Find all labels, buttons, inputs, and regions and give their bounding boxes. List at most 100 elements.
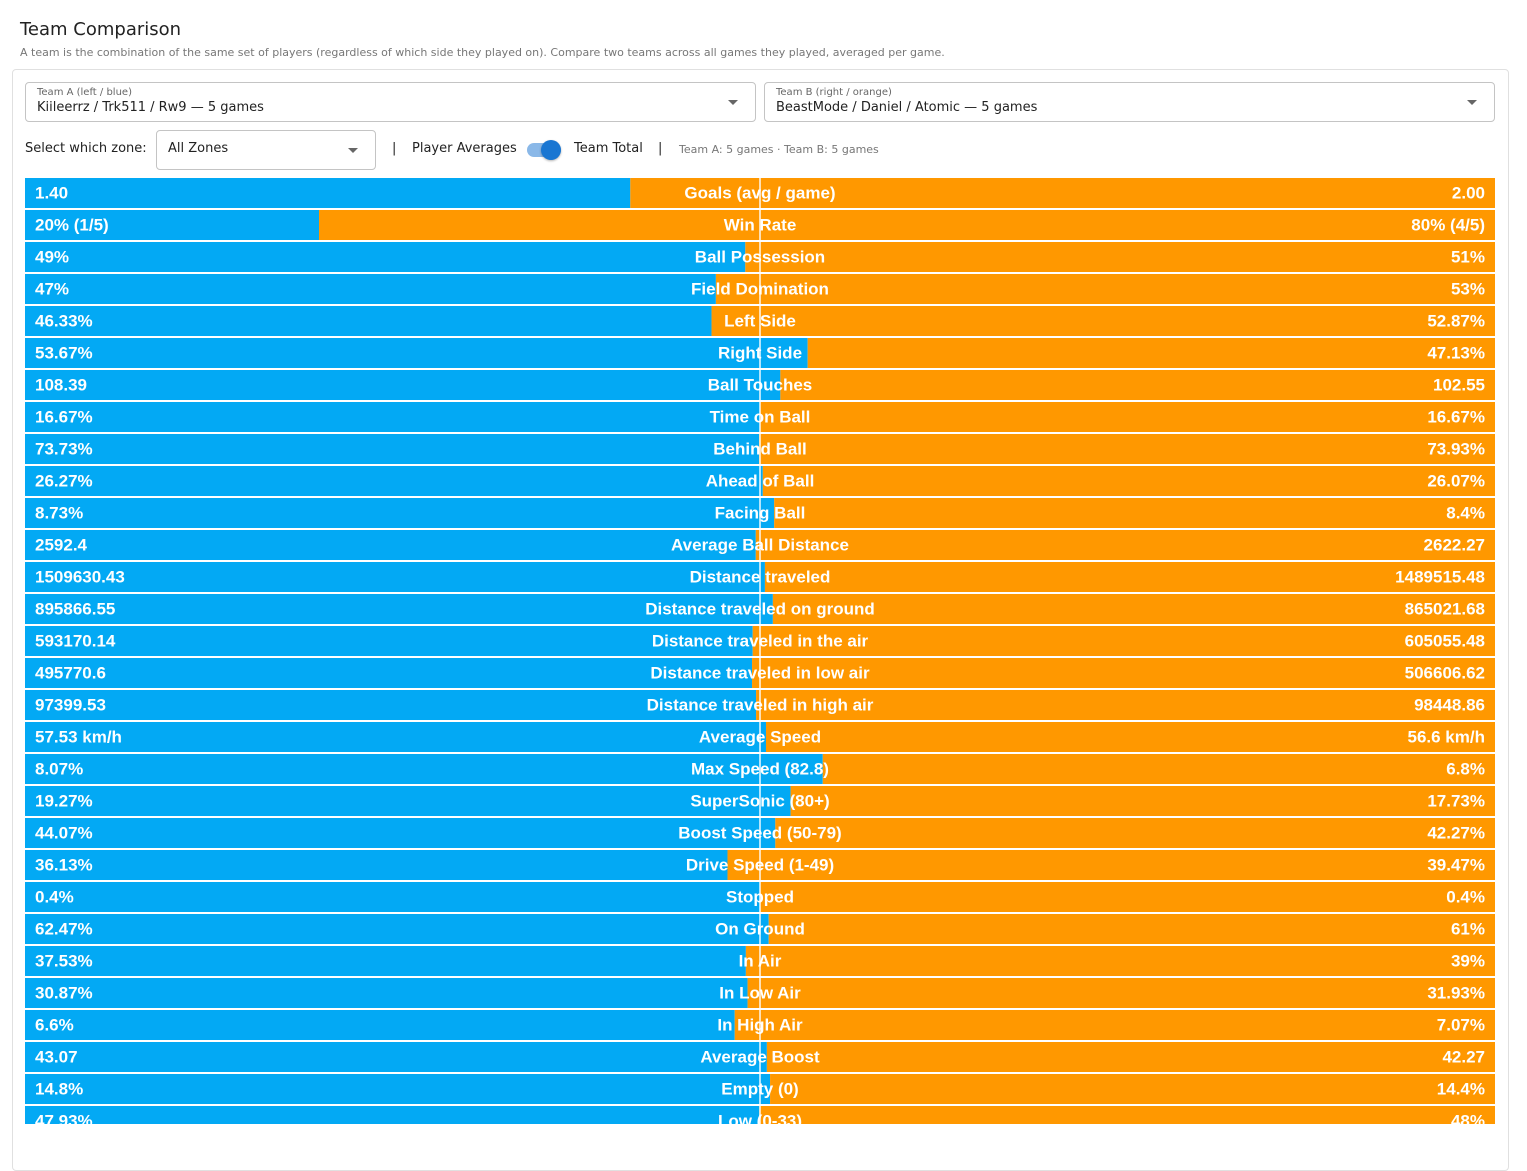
center-line	[759, 466, 761, 496]
separator: |	[658, 141, 663, 156]
team-b-value: 16.67%	[1427, 407, 1485, 426]
team-b-bar	[760, 402, 1495, 432]
center-line	[759, 178, 761, 208]
team-b-bar	[711, 306, 1495, 336]
team-b-bar	[630, 178, 1495, 208]
toggle-thumb[interactable]	[541, 140, 561, 160]
center-line	[759, 242, 761, 272]
toggle-left-label[interactable]: Player Averages	[412, 141, 517, 156]
team-b-value: 47.13%	[1427, 343, 1485, 362]
stat-label: Max Speed (82.8)	[691, 759, 829, 778]
center-line	[759, 1106, 761, 1124]
team-a-value: Kiileerrz / Trk511 / Rw9 — 5 games	[37, 100, 264, 115]
team-a-bar	[25, 754, 823, 784]
zone-select[interactable]: All Zones	[156, 130, 376, 170]
separator: |	[392, 141, 397, 156]
team-a-bar	[25, 562, 765, 592]
team-a-value: 36.13%	[35, 855, 93, 874]
stat-label: Average Speed	[699, 727, 821, 746]
team-a-value: 46.33%	[35, 311, 93, 330]
team-a-value: 19.27%	[35, 791, 93, 810]
team-b-value: 73.93%	[1427, 439, 1485, 458]
stat-label: Drive Speed (1-49)	[686, 855, 834, 874]
team-b-bar	[745, 946, 1495, 976]
team-a-bar	[25, 466, 763, 496]
team-b-value: 26.07%	[1427, 471, 1485, 490]
team-b-bar	[755, 530, 1495, 560]
team-a-select[interactable]: Team A (left / blue) Kiileerrz / Trk511 …	[25, 82, 756, 122]
team-a-bar	[25, 498, 775, 528]
stat-label: Average Boost	[700, 1047, 820, 1066]
stat-label: Stopped	[726, 887, 794, 906]
team-b-value: 6.8%	[1446, 759, 1485, 778]
team-b-value: 8.4%	[1446, 503, 1485, 522]
team-b-bar	[727, 850, 1495, 880]
team-b-value: 506606.62	[1405, 663, 1485, 682]
team-a-bar	[25, 722, 766, 752]
team-a-value: 47%	[35, 279, 69, 298]
team-a-label: Team A (left / blue)	[37, 87, 132, 98]
stat-label: Ball Possession	[695, 247, 825, 266]
team-a-value: 6.6%	[35, 1015, 74, 1034]
team-a-bar	[25, 818, 776, 848]
team-b-select[interactable]: Team B (right / orange) BeastMode / Dani…	[764, 82, 1495, 122]
toggle-right-label[interactable]: Team Total	[574, 141, 643, 156]
team-a-bar	[25, 946, 746, 976]
team-b-value: 51%	[1451, 247, 1485, 266]
team-b-bar	[766, 1042, 1495, 1072]
center-line	[759, 658, 761, 688]
team-b-bar	[752, 626, 1495, 656]
team-b-value: 31.93%	[1427, 983, 1485, 1002]
team-b-label: Team B (right / orange)	[776, 87, 892, 98]
team-a-bar	[25, 978, 748, 1008]
stat-label: SuperSonic (80+)	[690, 791, 829, 810]
team-b-value: 39%	[1451, 951, 1485, 970]
team-b-bar	[765, 722, 1495, 752]
team-b-bar	[790, 786, 1495, 816]
stat-label: Field Domination	[691, 279, 829, 298]
stat-label: In High Air	[717, 1015, 803, 1034]
team-a-bar	[25, 274, 716, 304]
center-line	[759, 850, 761, 880]
team-a-bar	[25, 306, 712, 336]
team-b-value: BeastMode / Daniel / Atomic — 5 games	[776, 100, 1038, 115]
dropdown-arrow	[348, 148, 358, 153]
stat-label: Boost Speed (50-79)	[678, 823, 841, 842]
team-a-bar	[25, 690, 757, 720]
page: Team Comparison A team is the combinatio…	[12, 19, 1509, 1171]
team-b-value: 2.00	[1452, 183, 1485, 202]
team-b-bar	[759, 434, 1495, 464]
team-a-bar	[25, 1042, 767, 1072]
team-b-bar	[772, 594, 1495, 624]
center-line	[759, 754, 761, 784]
center-line	[759, 306, 761, 336]
stat-label: Goals (avg / game)	[684, 183, 835, 202]
team-b-value: 42.27%	[1427, 823, 1485, 842]
dropdown-arrow	[1467, 100, 1477, 105]
team-a-value: 30.87%	[35, 983, 93, 1002]
team-a-value: 895866.55	[35, 599, 115, 618]
stat-label: On Ground	[715, 919, 805, 938]
center-line	[759, 210, 761, 240]
center-line	[759, 338, 761, 368]
page-title: Team Comparison	[20, 19, 182, 40]
center-line	[759, 434, 761, 464]
team-b-value: 56.6 km/h	[1408, 727, 1486, 746]
team-a-bar	[25, 434, 760, 464]
team-b-value: 2622.27	[1424, 535, 1485, 554]
stat-label: Distance traveled	[690, 567, 831, 586]
comparison-chart: 1.40 Goals (avg / game) 2.00 20% (1/5) Win R…	[25, 178, 1495, 1124]
team-a-value: 26.27%	[35, 471, 93, 490]
team-b-value: 605055.48	[1405, 631, 1485, 650]
center-line	[759, 530, 761, 560]
team-a-bar	[25, 626, 753, 656]
center-line	[759, 882, 761, 912]
team-a-value: 593170.14	[35, 631, 116, 650]
stat-label: Low (0-33)	[718, 1111, 802, 1124]
team-a-bar	[25, 914, 769, 944]
team-b-value: 61%	[1451, 919, 1485, 938]
center-line	[759, 274, 761, 304]
team-a-value: 47.93%	[35, 1111, 93, 1124]
center-line	[759, 562, 761, 592]
games-note: Team A: 5 games · Team B: 5 games	[679, 143, 879, 156]
